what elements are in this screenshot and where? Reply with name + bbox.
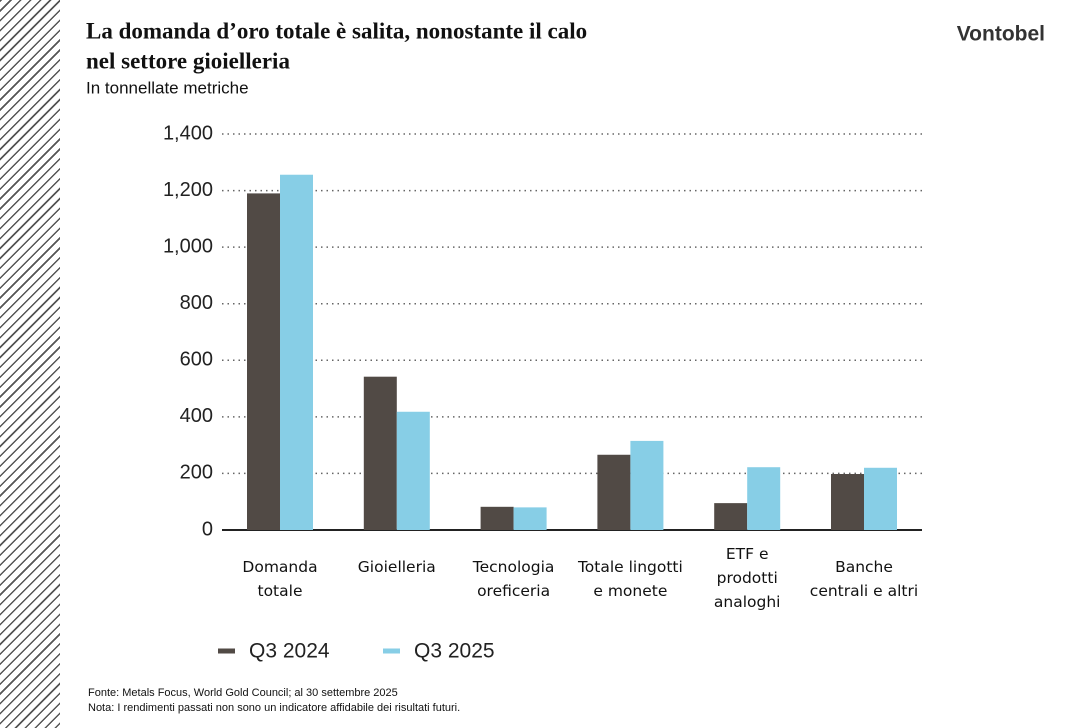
source-note: Fonte: Metals Focus, World Gold Council;…	[88, 687, 398, 699]
x-tick-label: Domanda totale	[242, 558, 318, 600]
chart-title: La domanda d’oro totale è salita, nonost…	[86, 18, 587, 43]
bar	[864, 467, 897, 530]
legend-label: Q3 2024	[249, 640, 330, 663]
bar	[247, 193, 280, 530]
source-note: Nota: I rendimenti passati non sono un i…	[88, 702, 460, 714]
bar	[396, 411, 430, 530]
hatched-stripe	[0, 0, 60, 728]
bar	[597, 454, 631, 530]
y-tick-label: 1,400	[163, 122, 213, 144]
chart-title: nel settore gioielleria	[86, 48, 290, 73]
y-tick-label: 200	[180, 462, 213, 484]
y-tick-label: 1,200	[163, 179, 213, 201]
brand-logo: Vontobel	[957, 23, 1045, 46]
x-tick-label: Banche centrali e altri	[809, 558, 919, 600]
legend-label: Q3 2025	[414, 640, 495, 663]
y-tick-label: 0	[202, 518, 213, 540]
bar	[480, 506, 514, 530]
bar	[714, 503, 748, 530]
bar	[363, 376, 397, 530]
bar	[630, 440, 664, 530]
y-tick-label: 400	[180, 405, 213, 427]
y-tick-label: 800	[180, 292, 213, 314]
x-tick-label: Totale lingotti e monete	[577, 558, 683, 600]
x-tick-label: ETF e prodotti analoghi	[713, 545, 781, 611]
bar	[747, 467, 781, 530]
y-tick-label: 600	[180, 349, 213, 371]
bar	[280, 174, 313, 530]
chart-subtitle: In tonnellate metriche	[86, 78, 249, 97]
x-tick-label: Gioielleria	[357, 558, 436, 576]
bar	[831, 473, 864, 530]
bar	[513, 507, 547, 530]
x-tick-label: Tecnologia oreficeria	[472, 558, 555, 600]
y-tick-label: 1,000	[163, 235, 213, 257]
